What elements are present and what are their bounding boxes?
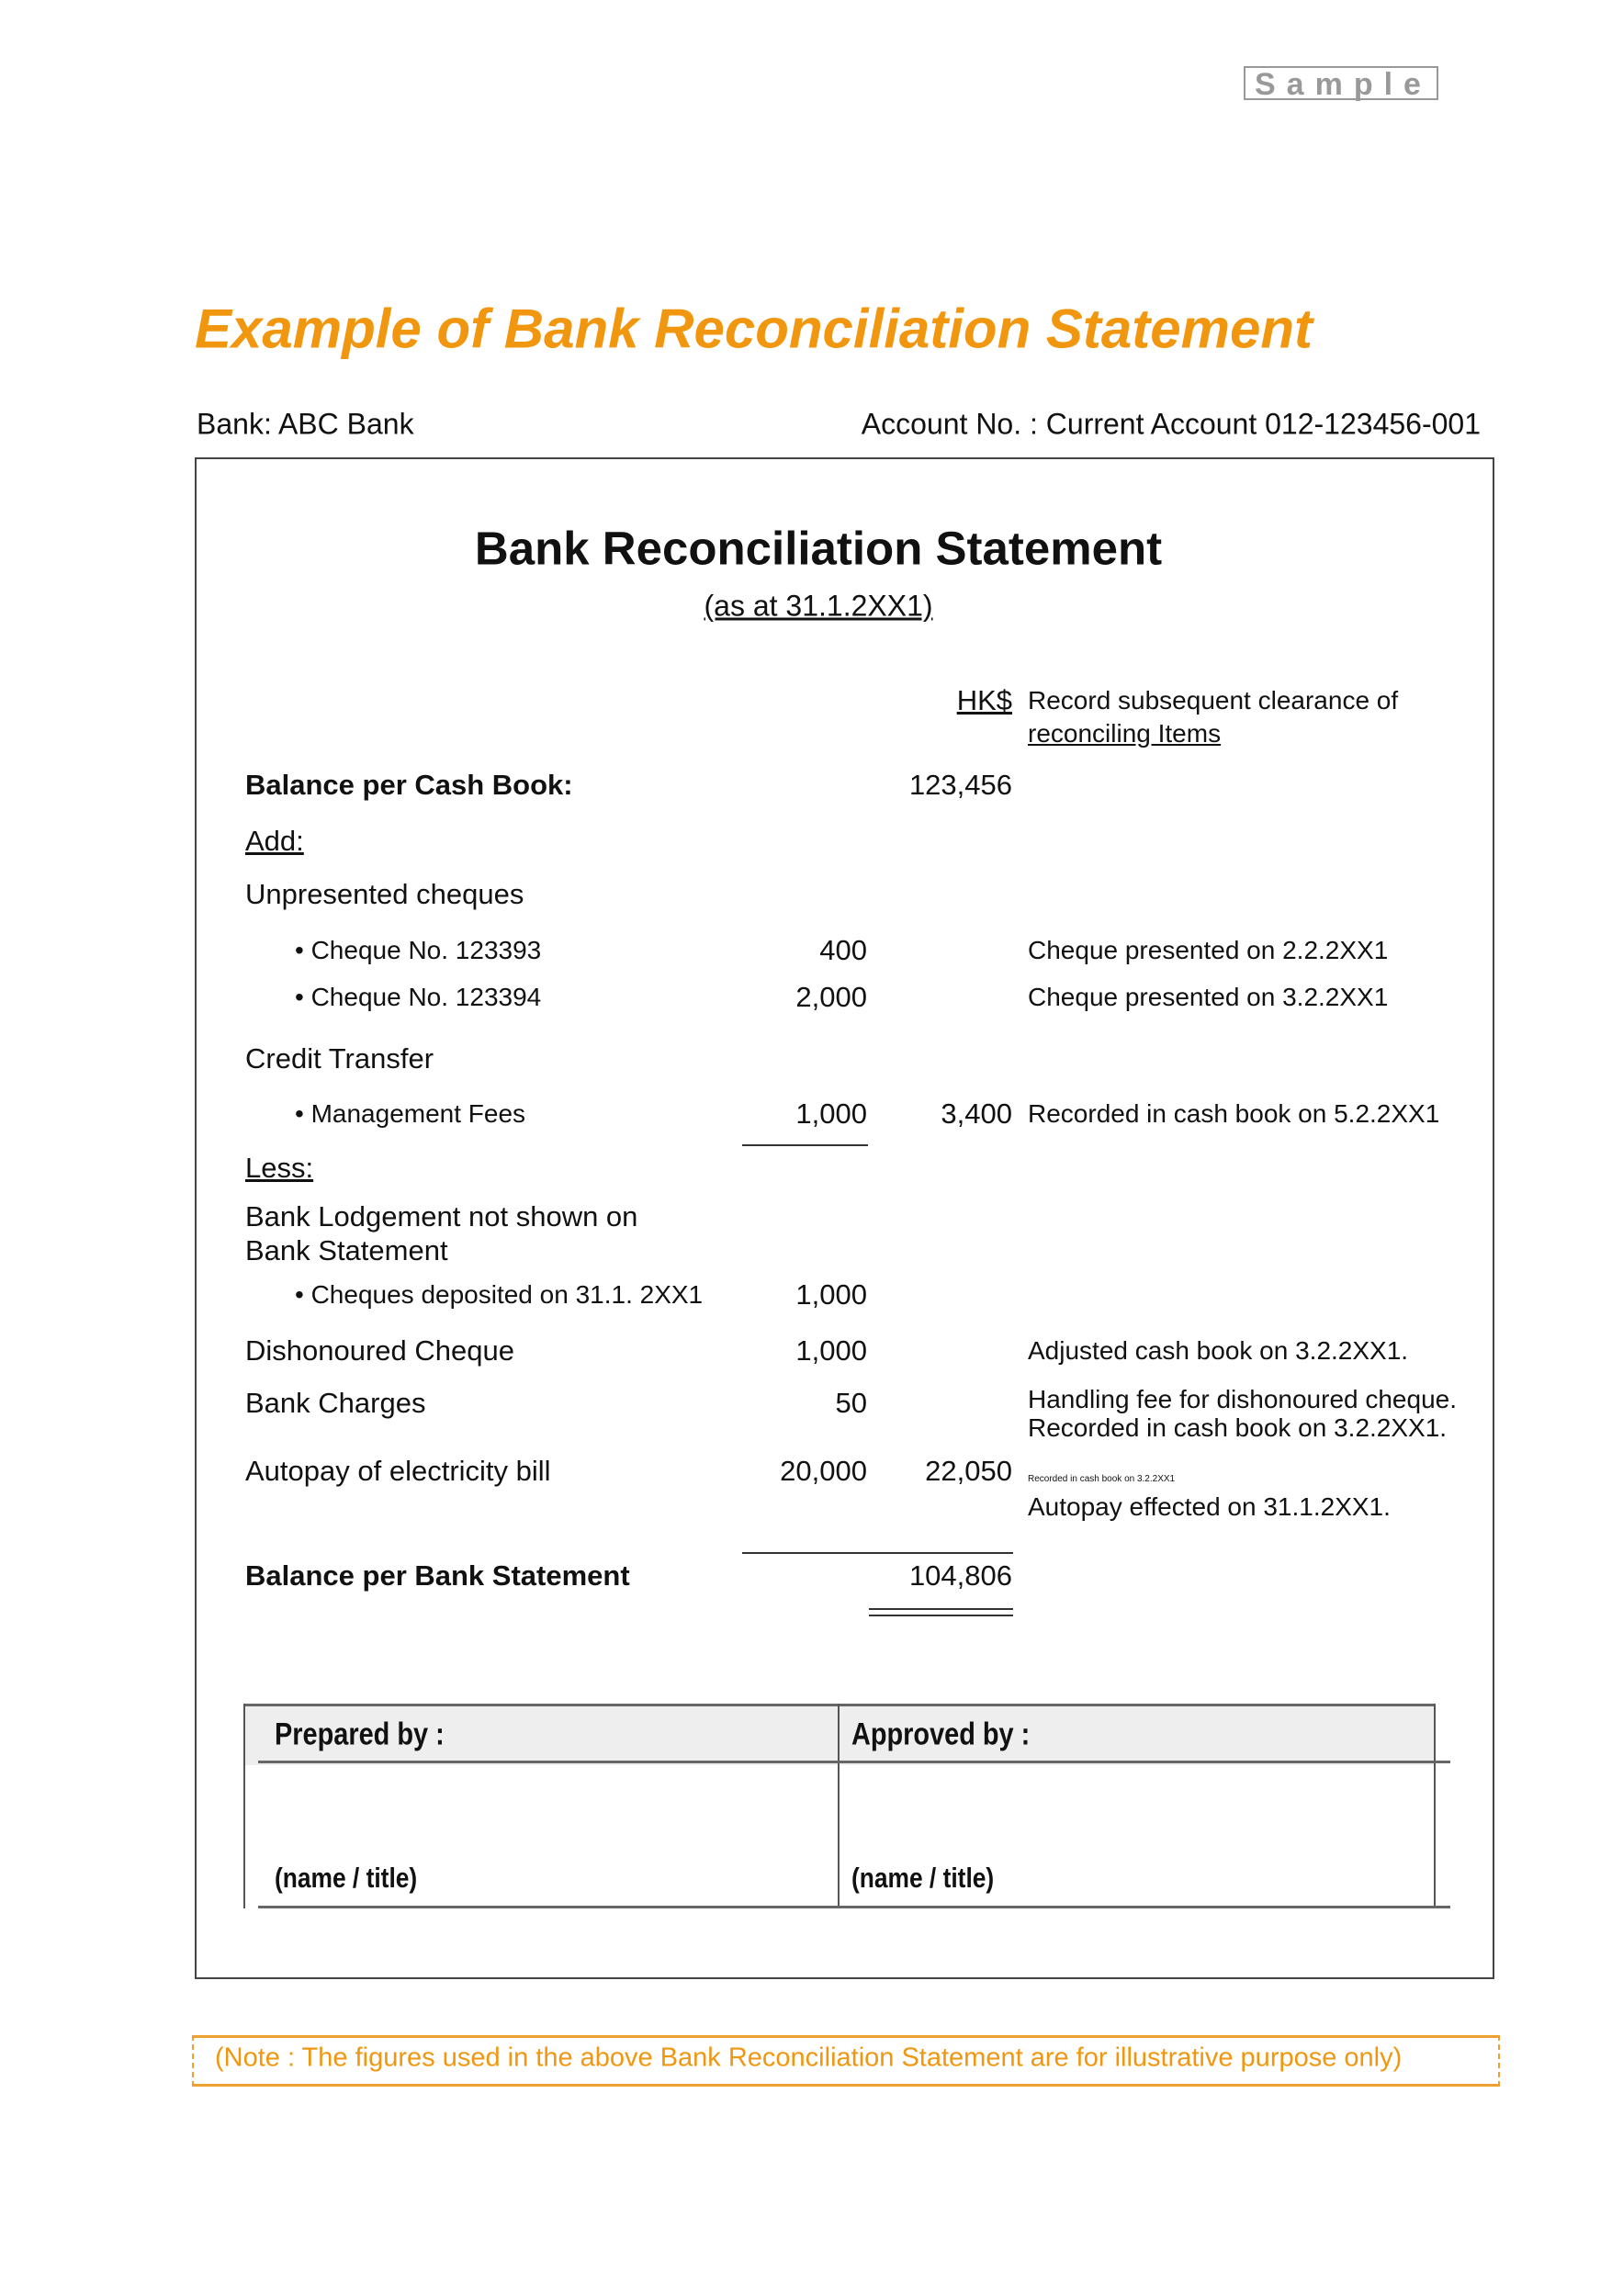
signature-table: Prepared by : Approved by : (name / titl… bbox=[243, 1704, 1450, 1908]
mgmt-fees-label: • Management Fees bbox=[295, 1099, 526, 1128]
cheque1-note: Cheque presented on 2.2.2XX1 bbox=[1028, 936, 1389, 964]
credit-transfer-label: Credit Transfer bbox=[245, 1042, 434, 1075]
notes-header: Record subsequent clearance of bbox=[1028, 686, 1399, 715]
signature-header-row bbox=[243, 1704, 1436, 1765]
cheque1-label: • Cheque No. 123393 bbox=[295, 936, 542, 964]
mgmt-fees-note: Recorded in cash book on 5.2.2XX1 bbox=[1028, 1099, 1440, 1128]
total-rule bbox=[742, 1552, 1013, 1554]
notes-header-2: reconciling Items bbox=[1028, 719, 1222, 748]
balance-cash-book-amount: 123,456 bbox=[908, 769, 1012, 801]
dishonoured-label: Dishonoured Cheque bbox=[245, 1334, 514, 1367]
footnote: (Note : The figures used in the above Ba… bbox=[215, 2043, 1403, 2073]
less-total: 22,050 bbox=[925, 1455, 1012, 1487]
account-number: Account No. : Current Account 012-123456… bbox=[861, 407, 1481, 441]
statement-box bbox=[195, 457, 1494, 1979]
balance-bank-amount: 104,806 bbox=[908, 1559, 1012, 1592]
header-rule bbox=[258, 1761, 1450, 1763]
approved-name-title: (name / title) bbox=[851, 1862, 995, 1894]
statement-heading: Bank Reconciliation Statement bbox=[474, 522, 1163, 575]
bottom-rule bbox=[258, 1906, 1450, 1908]
cheques-deposited-label: • Cheques deposited on 31.1. 2XX1 bbox=[295, 1280, 704, 1309]
lodgement-label-2: Bank Statement bbox=[245, 1234, 448, 1266]
cheques-deposited-amount: 1,000 bbox=[795, 1278, 867, 1311]
bank-charges-label: Bank Charges bbox=[245, 1387, 426, 1419]
table-left-border bbox=[243, 1704, 245, 1908]
page-title: Example of Bank Reconciliation Statement bbox=[195, 298, 1313, 360]
subtotal-rule bbox=[742, 1144, 868, 1146]
autopay-amount: 20,000 bbox=[780, 1455, 867, 1487]
double-rule-bottom bbox=[869, 1615, 1013, 1616]
bank-charges-note: Handling fee for dishonoured cheque. Rec… bbox=[1028, 1385, 1458, 1442]
table-divider bbox=[838, 1704, 840, 1908]
bank-name: Bank: ABC Bank bbox=[197, 407, 414, 441]
cheque1-amount: 400 bbox=[819, 934, 867, 966]
currency-header: HK$ bbox=[956, 684, 1012, 716]
cheque2-label: • Cheque No. 123394 bbox=[295, 983, 542, 1011]
autopay-label: Autopay of electricity bill bbox=[245, 1455, 551, 1487]
prepared-name-title: (name / title) bbox=[275, 1862, 418, 1894]
add-total: 3,400 bbox=[941, 1097, 1012, 1130]
less-label: Less: bbox=[245, 1152, 314, 1184]
add-label: Add: bbox=[245, 825, 304, 857]
dishonoured-note: Adjusted cash book on 3.2.2XX1. bbox=[1028, 1336, 1409, 1365]
statement-date: (as at 31.1.2XX1) bbox=[704, 589, 933, 623]
balance-bank-label: Balance per Bank Statement bbox=[245, 1559, 630, 1592]
prepared-by-label: Prepared by : bbox=[275, 1716, 445, 1752]
footnote-box bbox=[192, 2035, 1500, 2087]
sample-watermark: Sample bbox=[1244, 66, 1438, 102]
double-rule-top bbox=[869, 1608, 1013, 1610]
table-right-border bbox=[1434, 1704, 1436, 1908]
dishonoured-amount: 1,000 bbox=[795, 1334, 867, 1367]
autopay-note: Autopay effected on 31.1.2XX1. bbox=[1028, 1492, 1391, 1521]
mgmt-fees-amount: 1,000 bbox=[795, 1097, 867, 1130]
cheque2-amount: 2,000 bbox=[795, 981, 867, 1013]
cheque2-note: Cheque presented on 3.2.2XX1 bbox=[1028, 983, 1389, 1011]
balance-cash-book-label: Balance per Cash Book: bbox=[245, 769, 573, 801]
approved-by-label: Approved by : bbox=[851, 1716, 1031, 1752]
bank-charges-tiny-note: Recorded in cash book on 3.2.2XX1 bbox=[1028, 1474, 1176, 1484]
lodgement-label: Bank Lodgement not shown on bbox=[245, 1200, 638, 1232]
unpresented-label: Unpresented cheques bbox=[245, 878, 524, 910]
bank-charges-amount: 50 bbox=[835, 1387, 867, 1419]
